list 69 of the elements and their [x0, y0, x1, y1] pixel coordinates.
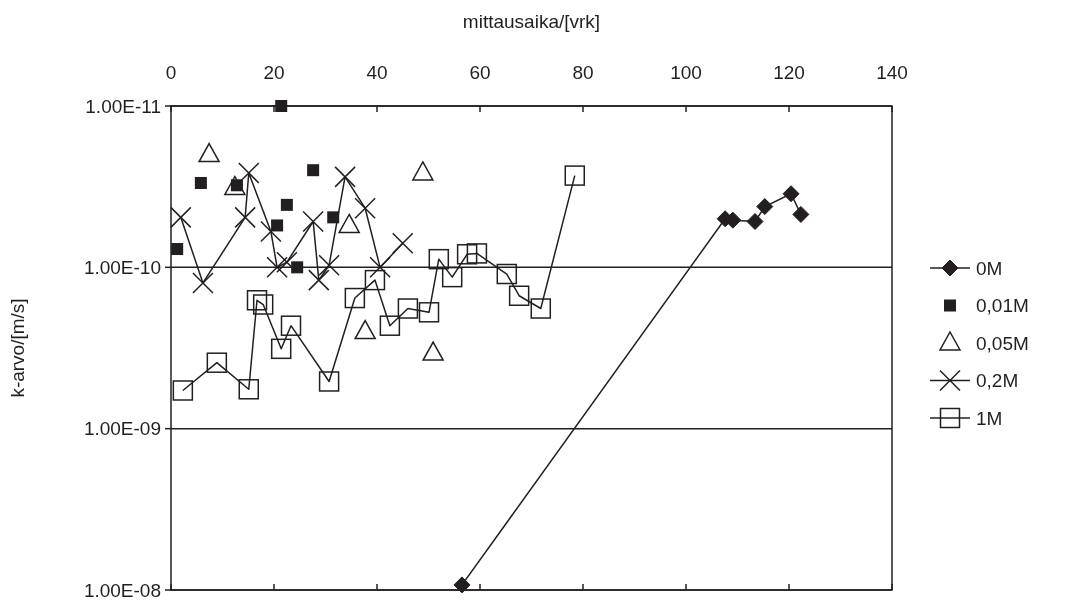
- x-tick-label: 40: [366, 62, 388, 83]
- point: [338, 213, 360, 234]
- point: [369, 256, 391, 279]
- point: [496, 263, 518, 285]
- y-axis-title: k-arvo/[m/s]: [7, 298, 28, 398]
- point: [260, 220, 282, 243]
- point: [307, 164, 320, 177]
- point: [171, 243, 184, 256]
- point: [302, 210, 324, 233]
- point: [334, 166, 356, 188]
- point: [453, 576, 471, 594]
- point: [276, 251, 298, 273]
- point: [379, 315, 401, 336]
- x-axis-title: mittausaika/[vrk]: [462, 11, 601, 32]
- point: [441, 266, 463, 288]
- point: [392, 232, 414, 255]
- point: [508, 285, 530, 306]
- point: [224, 175, 246, 196]
- point: [291, 261, 304, 274]
- point: [412, 161, 434, 181]
- point: [194, 176, 207, 189]
- point: [238, 379, 260, 400]
- point: [192, 272, 214, 294]
- legend-label: 1M: [976, 407, 1003, 429]
- point: [564, 165, 586, 186]
- point: [206, 352, 228, 373]
- point: [792, 205, 810, 223]
- point: [172, 380, 194, 401]
- legend-label: 0,05M: [976, 332, 1029, 354]
- y-tick-label: 1.00E-11: [85, 95, 161, 117]
- point: [266, 256, 288, 279]
- x-tick-label: 140: [876, 62, 908, 83]
- y-tick-label: 1.00E-08: [83, 579, 161, 601]
- point: [456, 244, 478, 265]
- point: [170, 206, 192, 229]
- point: [246, 290, 268, 311]
- point: [364, 269, 386, 291]
- point: [344, 287, 366, 309]
- point: [275, 100, 288, 112]
- legend-label: 0,01M: [976, 295, 1029, 317]
- legend-label: 0M: [976, 257, 1003, 279]
- point: [308, 269, 330, 291]
- point: [782, 185, 800, 203]
- point: [270, 338, 292, 360]
- point: [280, 315, 302, 336]
- point: [397, 298, 419, 319]
- x-tick-label: 60: [469, 62, 491, 83]
- point: [418, 302, 440, 323]
- x-tick-label: 100: [670, 62, 702, 83]
- point: [234, 206, 256, 229]
- point: [280, 198, 293, 211]
- point: [756, 198, 774, 216]
- x-tick-label: 0: [165, 62, 177, 83]
- point: [252, 294, 274, 315]
- legend-label: 0,2M: [976, 370, 1019, 392]
- point: [428, 248, 450, 270]
- x-tick-label: 20: [263, 62, 285, 83]
- point: [354, 197, 376, 219]
- point: [238, 162, 260, 184]
- y-tick-label: 1.00E-10: [83, 256, 161, 278]
- point: [466, 243, 488, 264]
- point: [318, 254, 340, 276]
- y-tick-label: 1.00E-09: [83, 418, 161, 440]
- point: [198, 142, 220, 163]
- x-tick-label: 120: [773, 62, 805, 83]
- point: [318, 371, 340, 392]
- x-tick-label: 80: [572, 62, 594, 83]
- point: [746, 213, 764, 231]
- point: [530, 298, 552, 319]
